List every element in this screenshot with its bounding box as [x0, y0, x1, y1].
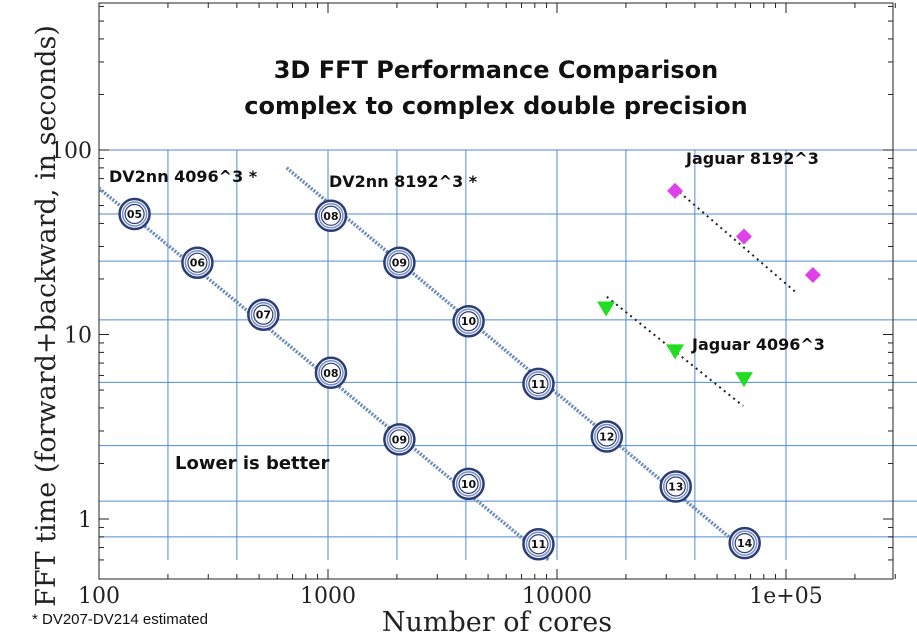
data-point-label: 06: [190, 257, 206, 270]
x-tick-label: 10000: [522, 584, 592, 609]
x-axis-label: Number of cores: [382, 607, 612, 638]
data-point-label: 10: [461, 478, 477, 491]
data-point-ring: 13: [659, 470, 692, 503]
data-point-diamond: [804, 267, 821, 284]
legend-label-jaguar-8192: Jaguar 8192^3: [685, 149, 819, 168]
x-tick-label: 100: [78, 584, 120, 609]
data-point-ring: 11: [522, 367, 555, 401]
footnote: * DV207-DV214 estimated: [32, 611, 208, 628]
data-point-ring: 11: [522, 527, 555, 561]
data-point-diamond: [667, 182, 684, 199]
data-point-label: 11: [531, 378, 546, 391]
annotation-lower-is-better: Lower is better: [175, 453, 329, 474]
data-point-ring: 09: [383, 246, 416, 279]
data-point-label: 08: [323, 210, 338, 223]
data-point-ring: 08: [314, 199, 348, 233]
data-point-triangle: [597, 301, 616, 317]
axes-layer: 100 1000 10000 1e+05 1 10 100: [50, 2, 896, 609]
trend-line: [606, 296, 744, 407]
trend-line: [674, 187, 797, 293]
data-point-ring: 12: [590, 420, 624, 453]
data-point-label: 11: [531, 538, 546, 551]
data-point-ring: 09: [383, 423, 416, 456]
legend-label-dv2nn-8192: DV2nn 8192^3 *: [329, 172, 478, 191]
data-point-ring: 06: [181, 246, 214, 279]
data-point-label: 08: [323, 367, 338, 380]
data-point-label: 10: [461, 315, 477, 328]
x-tick-label: 1e+05: [749, 584, 822, 609]
legend-label-dv2nn-4096: DV2nn 4096^3 *: [109, 167, 258, 186]
y-tick-label: 1: [78, 508, 92, 533]
y-axis-label: FFT time (forward+backward, in seconds): [31, 25, 62, 607]
data-point-label: 09: [392, 433, 407, 446]
data-point-triangle: [666, 344, 685, 360]
plot-frame: [98, 2, 894, 580]
data-point-ring: 05: [118, 197, 151, 231]
data-point-ring: 14: [728, 526, 761, 560]
data-point-label: 05: [127, 208, 142, 221]
chart-subtitle: complex to complex double precision: [244, 92, 747, 120]
data-point-label: 12: [599, 430, 614, 443]
legend-label-jaguar-4096: Jaguar 4096^3: [691, 335, 825, 354]
data-point-label: 14: [737, 537, 753, 550]
data-point-label: 09: [392, 257, 407, 270]
data-point-ring: 10: [452, 304, 485, 338]
data-point-label: 13: [668, 481, 683, 494]
x-tick-label: 1000: [300, 584, 356, 609]
data-point-ring: 07: [247, 298, 280, 331]
y-tick-label: 10: [64, 324, 92, 349]
data-point-label: 07: [256, 309, 271, 322]
data-point-triangle: [734, 372, 753, 388]
data-point-diamond: [735, 228, 752, 245]
marks-layer: 05 06 07 08 09 10 11 08 09 10 11 12 13 14: [118, 182, 821, 561]
chart-title: 3D FFT Performance Comparison: [274, 56, 719, 84]
data-point-ring: 08: [314, 356, 348, 390]
data-point-ring: 10: [452, 467, 485, 501]
y-tick-label: 100: [50, 139, 92, 164]
